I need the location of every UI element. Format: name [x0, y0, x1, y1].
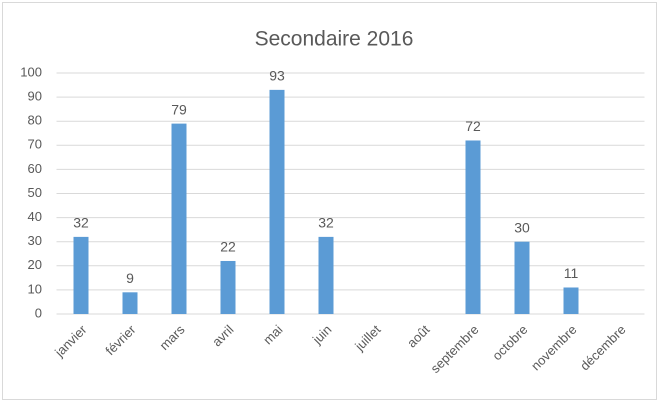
bar	[220, 260, 236, 314]
bar	[514, 241, 530, 314]
y-tick-label: 80	[28, 113, 42, 128]
bar	[465, 140, 481, 314]
y-tick-label: 40	[28, 209, 42, 224]
data-label: 32	[73, 215, 89, 231]
data-label: 93	[269, 68, 285, 84]
bar	[269, 89, 285, 315]
bar	[122, 292, 138, 314]
bar	[318, 236, 334, 314]
y-tick-label: 30	[28, 233, 42, 248]
data-label: 11	[564, 265, 579, 281]
y-tick-label: 70	[28, 137, 42, 152]
y-tick-label: 90	[28, 89, 42, 104]
y-tick-label: 50	[28, 185, 42, 200]
data-label: 30	[514, 219, 530, 235]
bar	[563, 287, 579, 314]
y-tick-label: 100	[20, 64, 42, 79]
data-label: 72	[465, 118, 481, 134]
y-tick-label: 0	[35, 305, 42, 320]
data-label: 22	[220, 239, 236, 255]
y-tick-label: 60	[28, 161, 42, 176]
data-label: 79	[171, 101, 187, 117]
bar	[73, 236, 89, 314]
data-label: 32	[318, 215, 334, 231]
y-tick-label: 20	[28, 257, 42, 272]
y-tick-label: 10	[28, 281, 42, 296]
chart-title: Secondaire 2016	[255, 28, 414, 51]
data-label: 9	[126, 270, 134, 286]
bar	[171, 123, 187, 314]
